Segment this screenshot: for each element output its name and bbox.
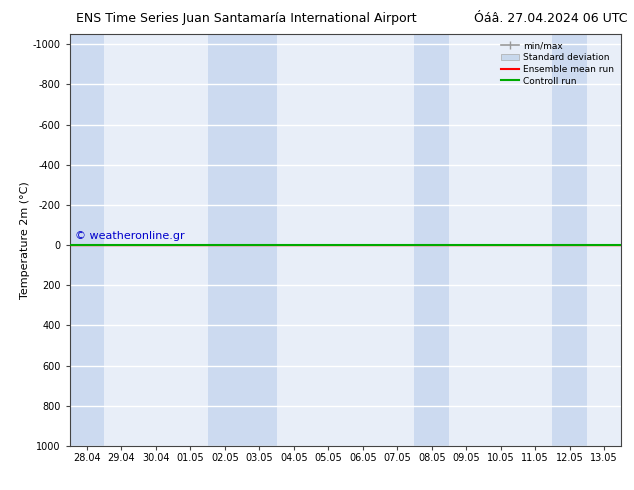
Bar: [242, 34, 276, 446]
Bar: [70, 34, 104, 446]
Bar: [483, 34, 518, 446]
Legend: min/max, Standard deviation, Ensemble mean run, Controll run: min/max, Standard deviation, Ensemble me…: [499, 39, 617, 88]
Bar: [104, 34, 139, 446]
Text: Óáâ. 27.04.2024 06 UTC: Óáâ. 27.04.2024 06 UTC: [474, 12, 628, 25]
Text: ENS Time Series Juan Santamaría International Airport: ENS Time Series Juan Santamaría Internat…: [76, 12, 417, 25]
Bar: [552, 34, 587, 446]
Bar: [173, 34, 207, 446]
Bar: [207, 34, 242, 446]
Bar: [380, 34, 415, 446]
Bar: [276, 34, 311, 446]
Bar: [311, 34, 346, 446]
Bar: [346, 34, 380, 446]
Bar: [449, 34, 483, 446]
Bar: [139, 34, 173, 446]
Bar: [587, 34, 621, 446]
Text: © weatheronline.gr: © weatheronline.gr: [75, 231, 185, 241]
Bar: [415, 34, 449, 446]
Y-axis label: Temperature 2m (°C): Temperature 2m (°C): [20, 181, 30, 299]
Bar: [518, 34, 552, 446]
